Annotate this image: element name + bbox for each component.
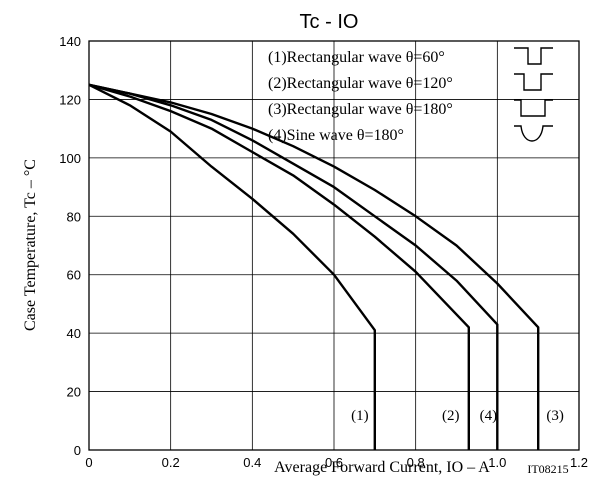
curve-label-0: (1): [351, 408, 369, 424]
x-tick-label-1: 0.2: [162, 455, 180, 470]
rect-wave-60-icon: [514, 47, 553, 65]
legend-entry-2: (3)Rectangular wave θ=180°: [268, 101, 453, 118]
legend: (1)Rectangular wave θ=60° (2)Rectangular …: [268, 49, 453, 144]
legend-icons: [514, 47, 553, 142]
legend-entry-1: (2)Rectangular wave θ=120°: [268, 75, 453, 92]
chart-title-text: Tc - IO: [300, 11, 359, 33]
x-tick-label-6: 1.2: [570, 455, 588, 470]
curve-2: [89, 83, 499, 450]
x-axis-label: Average Forward Current, IO – A: [274, 459, 490, 476]
rect-wave-120-icon: [514, 73, 553, 91]
curve-3: [89, 83, 540, 450]
y-tick-label-3: 60: [67, 268, 81, 283]
y-tick-label-0: 0: [74, 443, 81, 458]
curve-label-1: (2): [442, 408, 460, 424]
curve-label-2: (4): [480, 408, 498, 424]
x-tick-label-0: 0: [85, 455, 92, 470]
plot-frame: [88, 40, 580, 451]
curves: [89, 83, 540, 450]
x-tick-label-3: 0.6: [325, 455, 343, 470]
sine-wave-icon: [514, 125, 553, 142]
x-tick-label-2: 0.4: [243, 455, 261, 470]
y-tick-label-1: 20: [67, 385, 81, 400]
legend-entry-0: (1)Rectangular wave θ=60°: [268, 49, 445, 66]
y-tick-label-5: 100: [59, 151, 81, 166]
figure-id: IT08215: [527, 462, 568, 476]
y-tick-label-7: 140: [59, 34, 81, 49]
y-axis-label: Case Temperature, Tc – °C: [22, 159, 39, 331]
x-tick-label-4: 0.8: [407, 455, 425, 470]
curve-label-3: (3): [546, 408, 564, 424]
x-tick-label-5: 1.0: [488, 455, 506, 470]
y-tick-label-6: 120: [59, 92, 81, 107]
y-tick-label-2: 40: [67, 326, 81, 341]
rect-wave-180-icon: [514, 99, 553, 117]
legend-entry-3: (4)Sine wave θ=180°: [268, 127, 404, 144]
y-tick-labels: 0 20 40 60 80 100 120 140: [59, 34, 81, 458]
curve-0: [89, 83, 376, 450]
y-tick-label-4: 80: [67, 209, 81, 224]
curve-labels: (1) (2) (4) (3): [351, 408, 564, 424]
chart-title: Tc - IO: [300, 11, 359, 33]
curve-1: [89, 83, 470, 450]
x-tick-labels: 0 0.2 0.4 0.6 0.8 1.0 1.2: [85, 455, 588, 470]
